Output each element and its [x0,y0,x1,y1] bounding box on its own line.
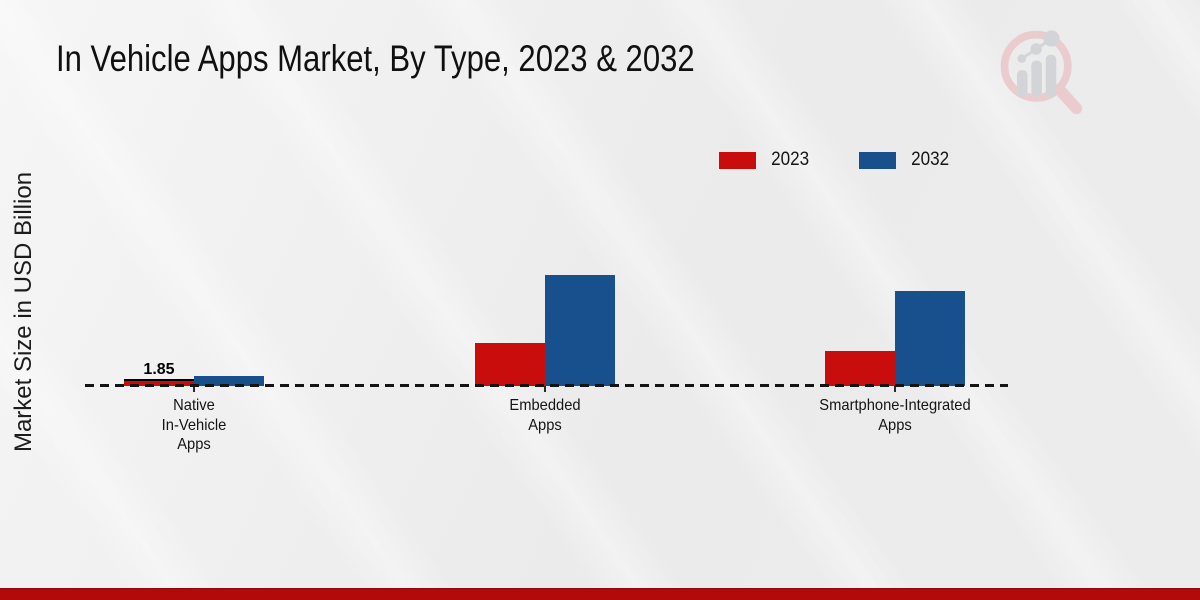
bar-2023-category-2 [825,351,895,386]
category-label-0: Native In-Vehicle Apps [161,397,227,453]
axis-tick-1 [544,386,546,392]
bar-2023-category-1 [475,343,545,386]
legend-swatch-2032 [859,151,897,169]
category-label-1: Embedded Apps [509,397,581,434]
bottom-accent-band [0,588,1200,600]
axis-tick-0 [193,386,195,392]
legend-swatch-2023 [719,151,756,169]
axis-tick-2 [894,386,896,392]
legend-label-2032: 2032 [911,149,950,170]
legend: 2023 2032 [719,149,952,171]
baseline-dashed-axis [85,384,1008,387]
legend-label-2023: 2023 [771,149,810,170]
category-label-2: Smartphone-Integrated Apps [819,397,971,434]
bar-2032-category-2 [895,290,965,386]
bar-2023-category-0 [124,381,194,386]
legend-item-2032: 2032 [859,149,951,171]
bar-2032-category-1 [545,274,615,386]
chart-title: In Vehicle Apps Market, By Type, 2023 & … [56,38,695,79]
magnifier-bar-chart-watermark-icon [992,26,1088,123]
legend-item-2023: 2023 [719,149,811,171]
bar-2032-category-0 [194,376,264,386]
bar-value-label: 1.85 [124,360,194,382]
